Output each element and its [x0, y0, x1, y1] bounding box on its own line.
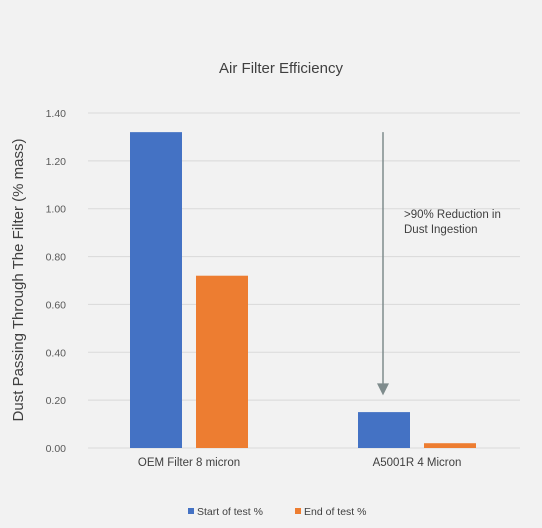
bar-start-1 — [358, 412, 410, 448]
legend: Start of test % End of test % — [188, 506, 366, 518]
chart-title: Air Filter Efficiency — [219, 60, 343, 77]
y-axis-label: Dust Passing Through The Filter (% mass) — [10, 139, 27, 422]
y-tick-label: 0.40 — [46, 347, 67, 359]
bar-start-0 — [130, 132, 182, 448]
legend-label: End of test % — [304, 506, 366, 518]
y-tick-label: 0.00 — [46, 443, 67, 455]
y-tick-label: 1.40 — [46, 108, 67, 120]
y-tick-label: 1.00 — [46, 204, 67, 216]
legend-label: Start of test % — [197, 506, 263, 518]
x-axis-categories: OEM Filter 8 micron A5001R 4 Micron — [138, 457, 462, 469]
bar-end-0 — [196, 275, 248, 448]
y-tick-label: 0.20 — [46, 395, 67, 407]
annotation-arrow-head — [377, 383, 389, 396]
x-category-label: A5001R 4 Micron — [373, 457, 462, 469]
annotation-text: Dust Ingestion — [404, 224, 478, 236]
y-tick-label: 0.60 — [46, 299, 67, 311]
legend-swatch — [295, 508, 301, 514]
bars — [130, 132, 476, 448]
y-axis-ticks: 0.00 0.20 0.40 0.60 0.80 1.00 1.20 1.40 — [46, 108, 67, 455]
bar-end-1 — [424, 443, 476, 448]
annotation-text: >90% Reduction in — [404, 209, 501, 221]
y-tick-label: 1.20 — [46, 156, 67, 168]
legend-swatch — [188, 508, 194, 514]
y-tick-label: 0.80 — [46, 252, 67, 264]
x-category-label: OEM Filter 8 micron — [138, 457, 240, 469]
annotation: >90% Reduction in Dust Ingestion — [377, 132, 501, 396]
